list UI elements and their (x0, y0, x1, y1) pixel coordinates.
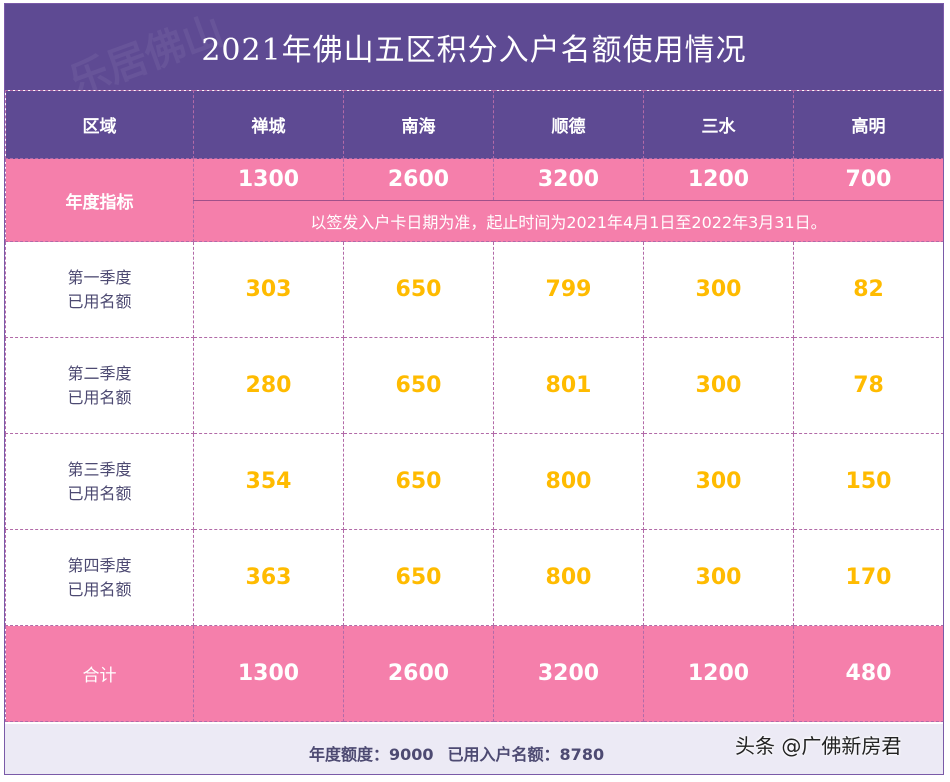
quarter-label: 第二季度 已用名额 (5, 337, 194, 434)
quarter-label-line2: 已用名额 (67, 579, 132, 599)
header-region-shunde: 顺德 (493, 90, 644, 159)
table-title: 2021年佛山五区积分入户名额使用情况 (5, 4, 943, 90)
quarter-value: 300 (643, 433, 794, 530)
header-region-label: 区域 (5, 90, 194, 159)
quota-table: 区域 禅城 南海 顺德 三水 高明 年度指标 1300 2600 3200 12… (5, 90, 943, 722)
total-value: 1300 (193, 625, 344, 722)
quarter-label: 第一季度 已用名额 (5, 241, 194, 338)
quarter-label-line1: 第三季度 (67, 459, 132, 479)
footer-text: 年度额度：9000 已用入户名额：8780 (309, 741, 604, 765)
quarter-value: 650 (343, 241, 494, 338)
source-credit: 头条 @广佛新房君 (735, 734, 902, 758)
quarter-value: 150 (793, 433, 943, 530)
quarter-label: 第三季度 已用名额 (5, 433, 194, 530)
quarter-row-2: 第二季度 已用名额 280 650 801 300 78 (5, 337, 943, 434)
annual-quota-total: 年度额度：9000 (309, 745, 434, 764)
total-value: 1200 (643, 625, 794, 722)
annual-note-row: 以签发入户卡日期为准，起止时间为2021年4月1日至2022年3月31日。 (6, 200, 943, 242)
quarter-value: 354 (193, 433, 344, 530)
quarter-label-line1: 第二季度 (67, 363, 132, 383)
annual-note: 以签发入户卡日期为准，起止时间为2021年4月1日至2022年3月31日。 (193, 200, 943, 242)
annual-target-value: 2600 (343, 158, 494, 201)
quarter-value: 650 (343, 337, 494, 434)
total-row: 合计 1300 2600 3200 1200 480 (5, 625, 943, 722)
quarter-value: 300 (643, 529, 794, 626)
quarter-value: 78 (793, 337, 943, 434)
quota-table-card: 2021年佛山五区积分入户名额使用情况 乐居佛山 区域 禅城 南海 顺德 三水 … (4, 3, 944, 775)
quarter-label-line2: 已用名额 (67, 291, 132, 311)
quarter-value: 280 (193, 337, 344, 434)
quarter-row-1: 第一季度 已用名额 303 650 799 300 82 (5, 241, 943, 338)
quarter-label-line1: 第四季度 (67, 555, 132, 575)
quarter-value: 82 (793, 241, 943, 338)
header-region-gaoming: 高明 (793, 90, 943, 159)
total-label: 合计 (5, 625, 194, 722)
annual-target-label: 年度指标 (5, 158, 194, 242)
quarter-value: 650 (343, 433, 494, 530)
quarter-value: 800 (493, 529, 644, 626)
quarter-label: 第四季度 已用名额 (5, 529, 194, 626)
annual-target-value: 1200 (643, 158, 794, 201)
header-region-nanhai: 南海 (343, 90, 494, 159)
annual-target-row: 年度指标 1300 2600 3200 1200 700 (5, 158, 943, 242)
header-region-chancheng: 禅城 (193, 90, 344, 159)
header-region-sanshui: 三水 (643, 90, 794, 159)
total-value: 480 (793, 625, 943, 722)
quarter-label-line2: 已用名额 (67, 387, 132, 407)
total-value: 2600 (343, 625, 494, 722)
quarter-value: 170 (793, 529, 943, 626)
quarter-value: 363 (193, 529, 344, 626)
total-value: 3200 (493, 625, 644, 722)
annual-target-value: 1300 (193, 158, 344, 201)
annual-target-value: 700 (793, 158, 943, 201)
footer-summary: 年度额度：9000 已用入户名额：8780 (5, 724, 943, 774)
quarter-label-line2: 已用名额 (67, 483, 132, 503)
quarter-value: 799 (493, 241, 644, 338)
quarter-value: 300 (643, 337, 794, 434)
quarter-value: 800 (493, 433, 644, 530)
quarter-row-4: 第四季度 已用名额 363 650 800 300 170 (5, 529, 943, 626)
used-quota-total: 已用入户名额：8780 (447, 745, 605, 764)
quarter-row-3: 第三季度 已用名额 354 650 800 300 150 (5, 433, 943, 530)
annual-target-value: 3200 (493, 158, 644, 201)
quarter-value: 801 (493, 337, 644, 434)
header-row: 区域 禅城 南海 顺德 三水 高明 (5, 90, 943, 159)
quarter-label-line1: 第一季度 (67, 267, 132, 287)
quarter-value: 303 (193, 241, 344, 338)
quarter-value: 650 (343, 529, 494, 626)
quarter-value: 300 (643, 241, 794, 338)
